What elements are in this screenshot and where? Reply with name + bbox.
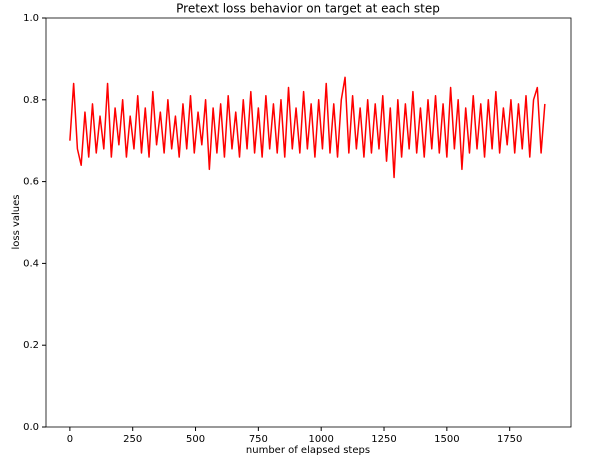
y-tick-label: 0.6 — [23, 177, 39, 188]
x-tick-label: 500 — [186, 434, 205, 445]
x-tick-label: 1500 — [434, 434, 459, 445]
x-tick-label: 1000 — [308, 434, 333, 445]
x-tick-label: 750 — [249, 434, 268, 445]
x-tick-label: 250 — [123, 434, 142, 445]
y-tick-label: 1.0 — [23, 13, 39, 24]
y-tick-label: 0.0 — [23, 422, 39, 433]
x-axis-label: number of elapsed steps — [246, 445, 370, 456]
plot-frame — [45, 17, 572, 428]
loss-line — [69, 76, 546, 179]
y-tick-label: 0.8 — [23, 95, 39, 106]
y-tick-label: 0.4 — [23, 258, 39, 269]
y-axis-label: loss values — [11, 194, 22, 249]
x-tick-label: 1750 — [497, 434, 522, 445]
x-tick-label: 1250 — [371, 434, 396, 445]
chart-title: Pretext loss behavior on target at each … — [176, 2, 440, 16]
y-tick-label: 0.2 — [23, 340, 39, 351]
x-tick-label: 0 — [67, 434, 73, 445]
